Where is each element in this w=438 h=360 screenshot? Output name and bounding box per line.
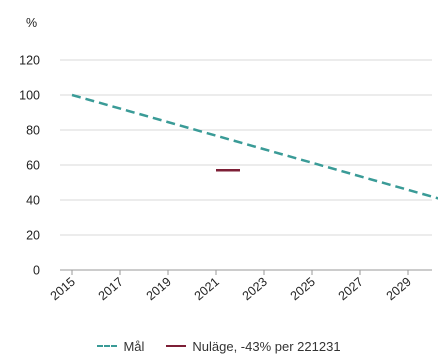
legend-swatch-goal <box>97 345 118 347</box>
x-tick-label: 2021 <box>192 275 222 304</box>
x-tick-label: 2019 <box>144 275 174 304</box>
y-tick-label: 40 <box>26 194 40 208</box>
y-axis: 0 20 40 60 80 100 120 <box>19 54 40 278</box>
y-tick-label: 60 <box>26 159 40 173</box>
legend-swatch-current <box>166 345 187 347</box>
legend-label-goal: Mål <box>123 338 145 354</box>
plot-area <box>71 93 438 200</box>
legend-label-current: Nuläge, -43% per 221231 <box>192 338 341 354</box>
x-tick-label: 2029 <box>384 275 414 304</box>
legend-item-goal: Mål <box>97 339 144 354</box>
y-tick-label: 0 <box>33 264 40 278</box>
x-tick-label: 2027 <box>336 275 366 304</box>
x-tick-label: 2017 <box>96 275 126 304</box>
y-tick-label: 20 <box>26 229 40 243</box>
x-tick-label: 2025 <box>288 275 318 304</box>
gridlines <box>60 59 432 271</box>
y-tick-label: 120 <box>19 54 40 68</box>
goal-line <box>71 93 438 200</box>
legend: Mål Nuläge, -43% per 221231 <box>0 336 438 356</box>
y-tick-label: 80 <box>26 124 40 138</box>
legend-item-current: Nuläge, -43% per 221231 <box>166 338 341 354</box>
x-tick-label: 2023 <box>240 275 270 304</box>
x-tick-label: 2015 <box>48 275 78 304</box>
y-axis-unit-label: % <box>26 16 37 30</box>
y-tick-label: 100 <box>19 89 40 103</box>
x-axis: 2015 2017 2019 2021 2023 2025 2027 2029 <box>48 270 414 303</box>
